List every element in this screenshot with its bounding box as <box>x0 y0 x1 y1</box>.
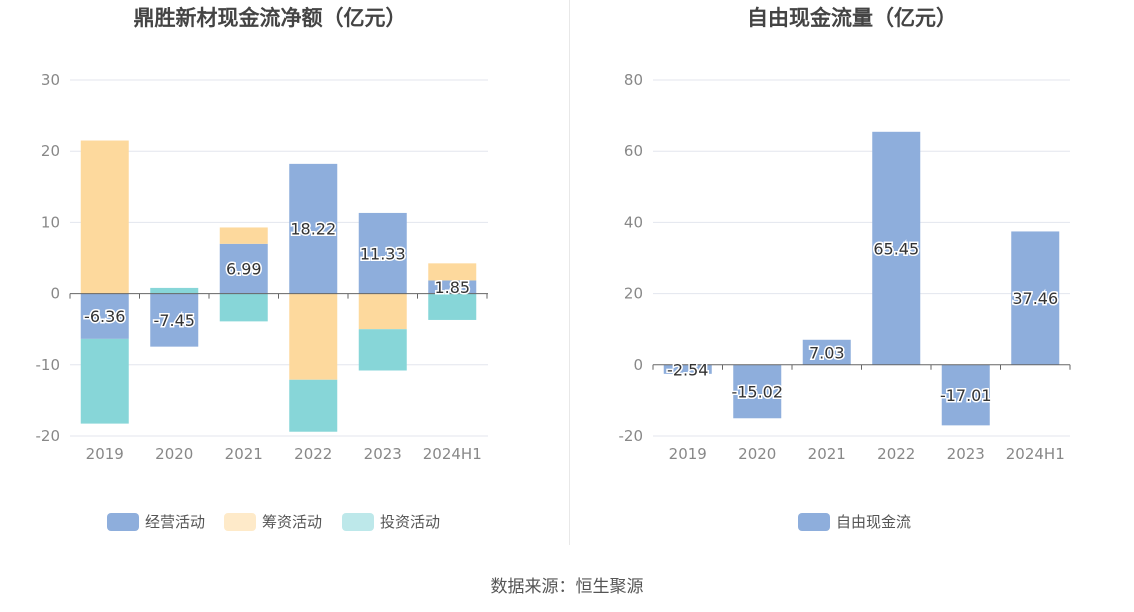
bar-operating-2022 <box>289 163 338 294</box>
data-label: 11.33 <box>360 244 406 263</box>
bar-operating-2024H1 <box>428 280 477 294</box>
data-label: -7.45 <box>154 311 195 330</box>
y-tick-label: -20 <box>36 427 61 445</box>
data-label: 6.99 <box>226 260 262 279</box>
x-tick-label: 2024H1 <box>423 445 482 463</box>
bar-fcf-2022 <box>872 131 921 365</box>
data-label: 37.46 <box>1012 289 1058 308</box>
y-tick-label: 60 <box>624 142 643 160</box>
legend-swatch-fcf <box>798 513 830 531</box>
bar-fcf-2024H1 <box>1011 231 1060 365</box>
y-tick-label: 0 <box>633 356 643 374</box>
data-label: 1.85 <box>434 278 470 297</box>
x-tick-label: 2023 <box>364 445 402 463</box>
y-tick-label: 80 <box>624 71 643 89</box>
x-tick-label: 2021 <box>808 445 846 463</box>
y-tick-label: -20 <box>619 427 644 445</box>
legend-label-financing: 筹资活动 <box>262 513 322 531</box>
y-tick-label: 10 <box>41 213 60 231</box>
bar-investing-2020 <box>150 287 199 294</box>
legend-label-operating: 经营活动 <box>145 513 205 531</box>
y-tick-label: 0 <box>50 285 60 303</box>
data-source: 数据来源：恒生聚源 <box>490 577 644 597</box>
bar-financing-2023 <box>358 293 407 330</box>
x-tick-label: 2019 <box>669 445 707 463</box>
bar-operating-2019 <box>80 293 129 339</box>
x-tick-label: 2022 <box>294 445 332 463</box>
bar-investing-2019 <box>80 338 129 424</box>
bar-fcf-2023 <box>941 364 990 426</box>
x-tick-label: 2020 <box>738 445 776 463</box>
bar-financing-2019 <box>80 140 129 294</box>
legend-label-investing: 投资活动 <box>380 513 440 531</box>
bar-investing-2023 <box>358 329 407 371</box>
legend-label-fcf: 自由现金流 <box>836 513 911 531</box>
bar-financing-2021 <box>219 227 268 244</box>
y-tick-label: 30 <box>41 71 60 89</box>
data-label: 7.03 <box>809 343 845 362</box>
bar-fcf-2019 <box>663 364 712 374</box>
x-tick-label: 2021 <box>225 445 263 463</box>
bar-operating-2023 <box>358 212 407 294</box>
data-label: 65.45 <box>873 239 919 258</box>
legend-swatch-investing <box>342 513 374 531</box>
data-label: 18.22 <box>290 220 336 239</box>
x-tick-label: 2023 <box>947 445 985 463</box>
y-tick-label: -10 <box>36 356 61 374</box>
chart-title-1: 鼎胜新材现金流净额（亿元） <box>134 6 407 30</box>
data-label: -15.02 <box>731 383 783 402</box>
bar-operating-2020 <box>150 293 199 347</box>
x-tick-label: 2024H1 <box>1006 445 1065 463</box>
x-tick-label: 2022 <box>877 445 915 463</box>
x-tick-label: 2019 <box>86 445 124 463</box>
y-tick-label: 20 <box>41 142 60 160</box>
data-label: -17.01 <box>940 386 992 405</box>
y-tick-label: 20 <box>624 285 643 303</box>
bar-investing-2021 <box>219 293 268 322</box>
legend-swatch-operating <box>107 513 139 531</box>
legend-swatch-financing <box>224 513 256 531</box>
bar-investing-2022 <box>289 379 338 432</box>
chart-divider <box>569 0 570 545</box>
bar-financing-2024H1 <box>428 263 477 281</box>
bar-fcf-2020 <box>733 364 782 419</box>
y-tick-label: 40 <box>624 213 643 231</box>
bar-financing-2022 <box>289 293 338 380</box>
chart-title-2: 自由现金流量（亿元） <box>747 6 957 30</box>
bar-fcf-2021 <box>802 339 851 365</box>
data-label: -2.54 <box>667 360 708 379</box>
bar-operating-2021 <box>219 243 268 294</box>
data-label: -6.36 <box>84 307 125 326</box>
bar-investing-2024H1 <box>428 293 477 320</box>
x-tick-label: 2020 <box>155 445 193 463</box>
